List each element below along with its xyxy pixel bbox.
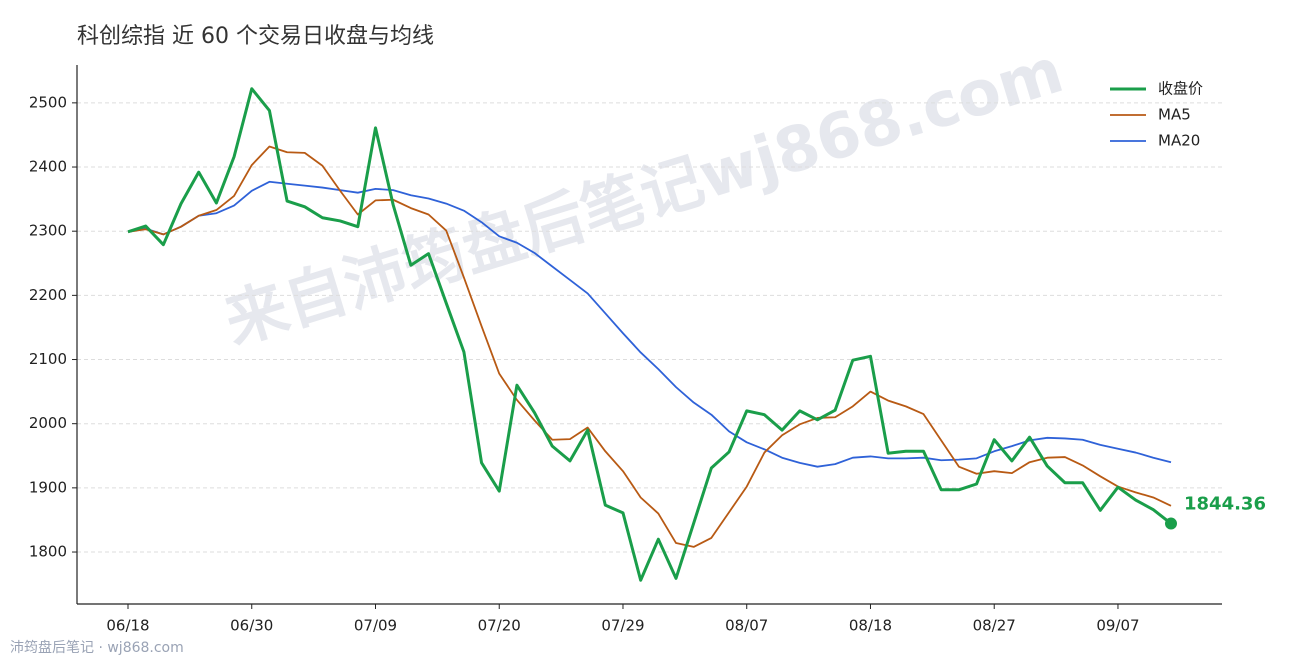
- x-tick-label: 08/27: [973, 617, 1016, 635]
- x-tick-label: 07/29: [601, 617, 644, 635]
- chart-title: 科创综指 近 60 个交易日收盘与均线: [77, 24, 434, 49]
- y-tick-label: 1800: [29, 543, 67, 561]
- x-tick-label: 08/07: [725, 617, 768, 635]
- y-tick-label: 2300: [29, 222, 67, 240]
- last-point: [1165, 517, 1177, 530]
- last-value-label: 1844.36: [1184, 494, 1266, 515]
- y-tick-label: 2500: [29, 93, 67, 111]
- footer: 沛筠盘后笔记 · wj868.com: [10, 639, 184, 656]
- y-tick-label: 1900: [29, 478, 67, 496]
- x-tick-label: 07/20: [478, 617, 521, 635]
- x-tick-label: 09/07: [1096, 617, 1139, 635]
- legend-label: MA5: [1158, 106, 1191, 124]
- legend-label: 收盘价: [1158, 80, 1203, 98]
- x-tick-label: 08/18: [849, 617, 892, 635]
- series-line: [127, 145, 1172, 548]
- x-tick-label: 06/18: [106, 617, 149, 635]
- x-tick-label: 07/09: [354, 617, 397, 635]
- y-tick-label: 2200: [29, 286, 67, 304]
- legend-label: MA20: [1158, 132, 1200, 150]
- series-line: [127, 87, 1172, 582]
- y-tick-label: 2400: [29, 158, 67, 176]
- series-line: [127, 180, 1172, 468]
- y-tick-label: 2100: [29, 350, 67, 368]
- y-tick-label: 2000: [29, 414, 67, 432]
- x-tick-label: 06/30: [230, 617, 273, 635]
